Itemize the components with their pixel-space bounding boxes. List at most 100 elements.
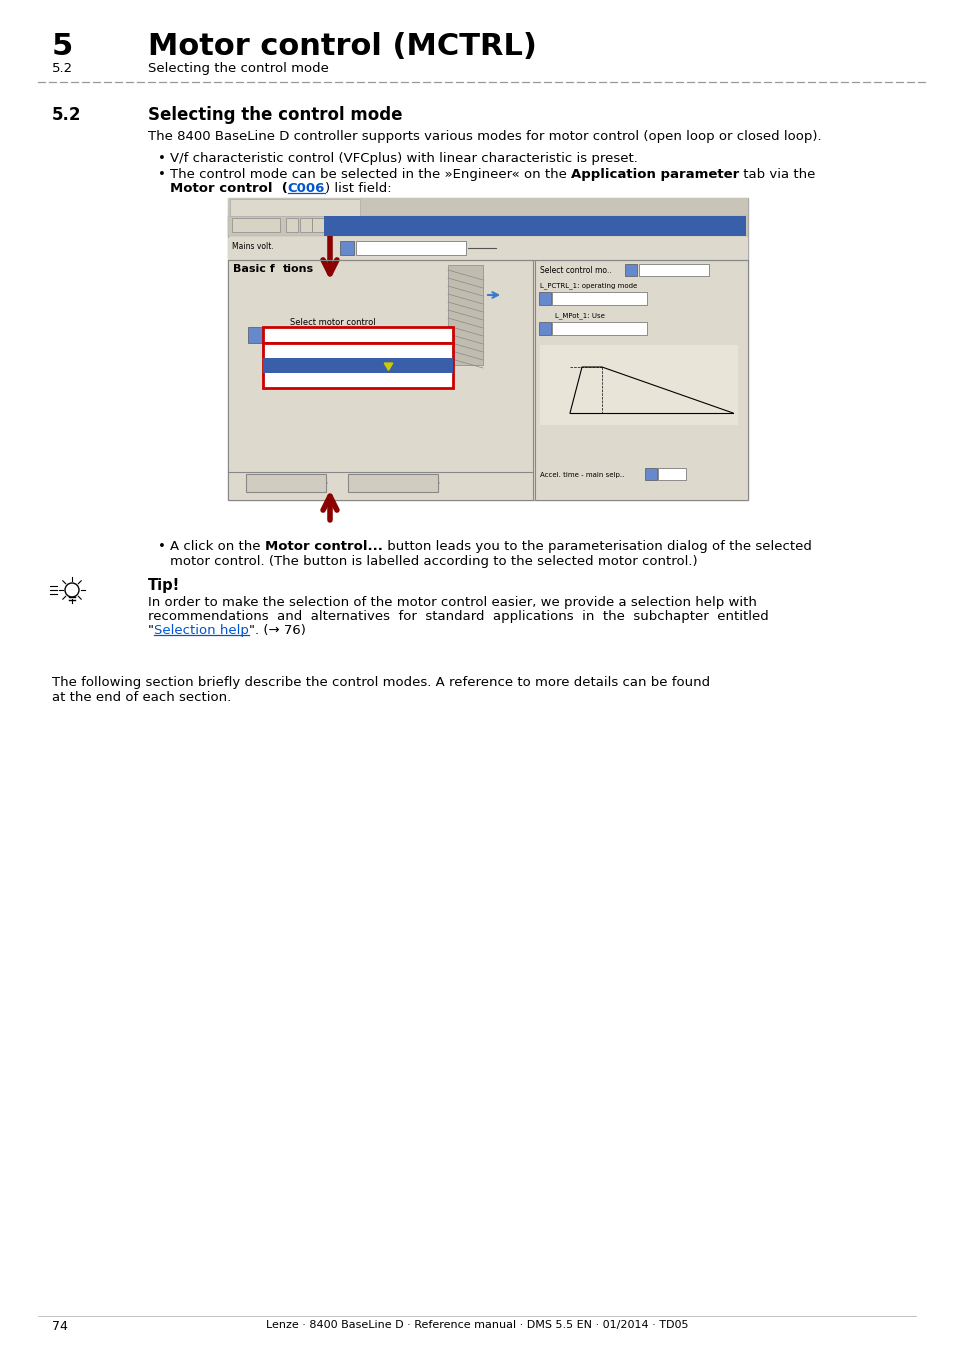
Bar bbox=[448, 265, 482, 365]
Text: Select motor control: Select motor control bbox=[290, 319, 375, 327]
Text: Tr: Tr bbox=[592, 414, 597, 420]
Text: n: n bbox=[634, 347, 639, 356]
Bar bbox=[230, 198, 359, 216]
Bar bbox=[263, 343, 453, 387]
Bar bbox=[624, 265, 637, 275]
Text: 5: 5 bbox=[52, 32, 73, 61]
Bar bbox=[348, 474, 437, 491]
Text: Drive interface: Drive interface bbox=[355, 477, 418, 486]
Bar bbox=[538, 292, 551, 305]
Text: OFF: OFF bbox=[554, 294, 568, 302]
Bar bbox=[312, 217, 324, 232]
Text: Application parameter: Application parameter bbox=[571, 167, 739, 181]
Text: button leads you to the parameterisation dialog of the selected: button leads you to the parameterisation… bbox=[382, 540, 811, 553]
Text: motor control. (The button is labelled according to the selected motor control.): motor control. (The button is labelled a… bbox=[170, 555, 697, 568]
Text: ← Back: ← Back bbox=[233, 220, 261, 230]
Bar bbox=[228, 261, 533, 500]
Text: Select control mo..: Select control mo.. bbox=[539, 266, 611, 275]
Text: at the end of each section.: at the end of each section. bbox=[52, 691, 231, 703]
Text: Accel. time - main selp..: Accel. time - main selp.. bbox=[539, 472, 623, 478]
Text: 8   VFCplus: V/f quad.: 8 VFCplus: V/f quad. bbox=[266, 375, 356, 383]
Text: The following section briefly describe the control modes. A reference to more de: The following section briefly describe t… bbox=[52, 676, 709, 688]
Text: ▼: ▼ bbox=[631, 324, 636, 329]
Text: 3ph 400V / 1ch 230V: 3ph 400V / 1ch 230V bbox=[358, 243, 433, 248]
Text: Motor control  (: Motor control ( bbox=[170, 182, 288, 194]
Bar bbox=[539, 346, 738, 425]
Text: tions: tions bbox=[283, 265, 314, 274]
Bar bbox=[248, 327, 262, 343]
Text: Selecting the control mode: Selecting the control mode bbox=[148, 107, 402, 124]
Text: 2.0: 2.0 bbox=[659, 470, 670, 477]
Text: C: C bbox=[645, 470, 649, 475]
Text: 5.2: 5.2 bbox=[52, 62, 73, 76]
Text: ) list field:: ) list field: bbox=[325, 182, 392, 194]
Text: V/f control: V/f control bbox=[255, 477, 299, 486]
Bar bbox=[639, 265, 708, 275]
Text: 6   VFCplus: V/f linear: 6 VFCplus: V/f linear bbox=[266, 360, 356, 369]
Bar bbox=[263, 327, 453, 343]
Text: Motor control...: Motor control... bbox=[265, 540, 382, 553]
Text: t: t bbox=[727, 414, 730, 420]
Bar bbox=[324, 216, 745, 236]
Bar bbox=[263, 358, 453, 373]
Text: A click on the: A click on the bbox=[170, 540, 265, 553]
Text: No: No bbox=[554, 324, 564, 333]
Text: Selection help: Selection help bbox=[153, 624, 249, 637]
Text: Motor control  (: Motor control ( bbox=[170, 182, 288, 194]
Text: ▼: ▼ bbox=[451, 243, 455, 248]
Bar bbox=[658, 468, 685, 481]
Text: ▼: ▼ bbox=[631, 294, 636, 298]
Text: 74: 74 bbox=[52, 1320, 68, 1332]
Text: C: C bbox=[539, 294, 544, 298]
Text: C006: C006 bbox=[288, 182, 325, 194]
Text: Selecting the control mode: Selecting the control mode bbox=[148, 62, 329, 76]
Text: Application parameter: Application parameter bbox=[571, 167, 739, 181]
Text: recommendations  and  alternatives  for  standard  applications  in  the  subcha: recommendations and alternatives for sta… bbox=[148, 610, 768, 622]
Text: L_MPot_1: Use: L_MPot_1: Use bbox=[555, 312, 604, 319]
Text: Motor control...: Motor control... bbox=[265, 540, 382, 553]
Text: L_PCTRL_1: operating mode: L_PCTRL_1: operating mode bbox=[539, 282, 637, 289]
Bar bbox=[228, 216, 747, 236]
Text: C: C bbox=[539, 324, 544, 329]
Text: The control mode can be selected in the »Engineer« on the: The control mode can be selected in the … bbox=[170, 167, 571, 181]
Text: Basic f: Basic f bbox=[233, 265, 274, 274]
Text: ": " bbox=[148, 624, 153, 637]
Text: 5.2: 5.2 bbox=[52, 107, 81, 124]
Text: Tip!: Tip! bbox=[148, 578, 180, 593]
Text: ". (→ 76): ". (→ 76) bbox=[249, 624, 305, 637]
Bar bbox=[355, 242, 465, 255]
Bar bbox=[339, 242, 354, 255]
Text: •: • bbox=[158, 167, 166, 181]
Text: The control mode can be selected in the »Engineer« on the: The control mode can be selected in the … bbox=[170, 167, 571, 181]
Bar bbox=[644, 468, 657, 481]
Text: •: • bbox=[158, 540, 166, 553]
Text: Overview: Overview bbox=[512, 219, 558, 230]
Text: V/f characteristic control (VFCplus) with linear characteristic is preset.: V/f characteristic control (VFCplus) wit… bbox=[170, 153, 638, 165]
Text: JOG: JOG bbox=[541, 379, 553, 383]
Bar bbox=[299, 217, 312, 232]
Text: Motor control (MCTRL): Motor control (MCTRL) bbox=[148, 32, 537, 61]
Text: C: C bbox=[625, 266, 630, 271]
Bar bbox=[232, 217, 280, 232]
Bar bbox=[552, 323, 646, 335]
Text: Selection help: Selection help bbox=[153, 624, 249, 637]
Text: Mains volt.: Mains volt. bbox=[232, 242, 274, 251]
Bar bbox=[228, 198, 747, 216]
Text: ": " bbox=[148, 624, 153, 637]
Text: 4   SLVC: Vector control: 4 SLVC: Vector control bbox=[266, 346, 363, 354]
Text: Terminal 0: Terminal 0 bbox=[640, 266, 677, 271]
Bar bbox=[286, 217, 297, 232]
Text: The 8400 BaseLine D controller supports various modes for motor control (open lo: The 8400 BaseLine D controller supports … bbox=[148, 130, 821, 143]
Text: C: C bbox=[341, 243, 347, 248]
Bar bbox=[552, 292, 646, 305]
Text: •: • bbox=[158, 153, 166, 165]
Text: tab via the: tab via the bbox=[739, 167, 815, 181]
Text: nmax: nmax bbox=[541, 367, 559, 373]
Text: In order to make the selection of the motor control easier, we provide a selecti: In order to make the selection of the mo… bbox=[148, 595, 756, 609]
Bar bbox=[228, 198, 747, 500]
Text: C006: C006 bbox=[288, 182, 325, 194]
Bar bbox=[535, 261, 747, 500]
Bar bbox=[538, 323, 551, 335]
Text: Lenze · 8400 BaseLine D · Reference manual · DMS 5.5 EN · 01/2014 · TD05: Lenze · 8400 BaseLine D · Reference manu… bbox=[266, 1320, 687, 1330]
Text: ▼: ▼ bbox=[438, 329, 444, 336]
